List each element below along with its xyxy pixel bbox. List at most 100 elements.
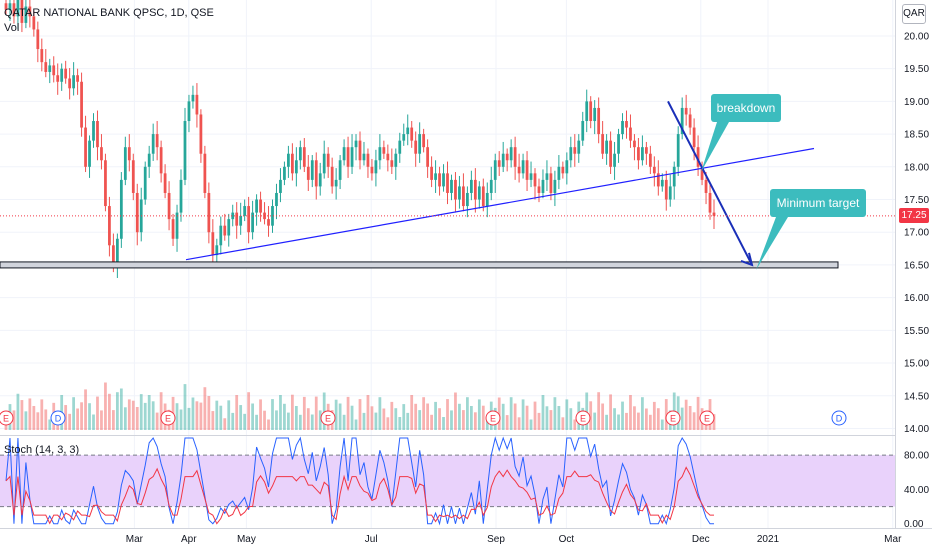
volume-bar-149	[597, 392, 601, 430]
currency-badge[interactable]: QAR	[902, 4, 926, 24]
volume-bar-118	[473, 412, 477, 430]
volume-bar-129	[517, 417, 521, 430]
volume-bar-107	[430, 414, 433, 430]
candle-body-160	[641, 147, 644, 161]
support-level-box	[0, 261, 839, 269]
breakdown-callout-box	[711, 94, 781, 122]
candle-body-55	[223, 225, 227, 236]
candle-body-174	[696, 147, 700, 167]
breakdown-callout-pointer	[701, 122, 729, 172]
candle-body-139	[557, 166, 561, 180]
candle-body-164	[656, 173, 660, 187]
candle-body-37	[151, 134, 155, 154]
volume-bar-74	[298, 414, 302, 430]
volume-bar-170	[680, 407, 684, 430]
volume-bar-72	[290, 394, 294, 430]
volume-bar-56	[227, 400, 231, 430]
candle-body-127	[509, 147, 513, 161]
candle-body-120	[481, 186, 485, 207]
volume-bar-178	[712, 414, 716, 430]
volume-bar-77	[310, 414, 314, 430]
volume-bar-158	[633, 406, 636, 430]
candle-body-114	[458, 186, 461, 200]
candle-body-79	[318, 173, 322, 187]
drawing-lines[interactable]	[0, 100, 895, 269]
price-axis[interactable]: 14.00 14.50 15.00 15.50 16.00 16.50 17.00 17.50…	[904, 31, 929, 434]
volume-bar-64	[259, 399, 262, 430]
volume-bar-148	[593, 412, 597, 430]
candle-body-43	[175, 212, 179, 239]
candle-body-121	[485, 192, 489, 207]
candle-body-154	[617, 134, 620, 154]
volume-bar-112	[450, 410, 453, 430]
symbol-title: QATAR NATIONAL BANK QPSC, 1D, QSE	[4, 7, 214, 19]
candle-body-19	[80, 81, 83, 128]
candle-body-138	[553, 179, 557, 193]
candle-body-83	[334, 179, 338, 187]
candle-body-82	[330, 166, 334, 187]
event-marker-circle-5	[575, 410, 591, 426]
candle-body-0	[4, 3, 8, 10]
candle-body-51	[207, 192, 211, 233]
candle-body-128	[513, 147, 517, 167]
candle-body-106	[426, 147, 430, 167]
candle-body-135	[541, 179, 545, 193]
candle-body-148	[593, 107, 597, 122]
volume-bar-28	[115, 392, 119, 430]
candle-body-90	[362, 153, 366, 161]
volume-label: Vol	[4, 22, 20, 34]
volume-bar-49	[199, 402, 203, 430]
candle-body-64	[259, 199, 262, 213]
candle-body-176	[704, 179, 708, 193]
target-arrow-head	[740, 252, 754, 267]
volume-bar-150	[601, 403, 605, 430]
callouts[interactable]: breakdown Minimum target	[701, 94, 866, 270]
candle-body-97	[390, 160, 394, 167]
volume-bar-125	[501, 403, 505, 430]
candle-body-156	[625, 121, 628, 128]
candle-body-48	[195, 94, 199, 115]
candle-body-115	[462, 186, 465, 207]
candle-body-163	[652, 166, 656, 174]
candle-body-153	[613, 153, 616, 167]
volume-bar-140	[561, 417, 565, 430]
volume-bar-94	[378, 397, 382, 430]
volume-bar-97	[390, 401, 394, 430]
candle-body-29	[119, 179, 123, 239]
candle-body-76	[306, 166, 310, 180]
candle-body-56	[227, 219, 231, 236]
stoch-label: Stoch (14, 3, 3)	[4, 444, 80, 456]
volume-bar-114	[458, 403, 461, 430]
volume-bar-157	[629, 395, 632, 430]
candle-body-173	[692, 127, 696, 148]
candle-body-9	[40, 49, 44, 63]
volume-bar-7	[32, 406, 36, 430]
candle-body-77	[310, 160, 314, 180]
price-tick-7: 17.50	[904, 195, 929, 206]
candle-body-47	[191, 94, 195, 102]
candle-body-53	[215, 245, 219, 256]
volume-bar-69	[279, 395, 282, 430]
volume-bar-24	[100, 410, 103, 430]
time-axis[interactable]: MarAprMayJulSepOctDec2021MarApr	[126, 534, 932, 545]
candle-body-169	[676, 134, 680, 167]
volume-bar-121	[485, 417, 489, 430]
event-marker-circle-8	[831, 410, 847, 426]
volume-bar-47	[191, 397, 195, 430]
candle-body-158	[633, 140, 636, 148]
volume-bar-9	[40, 399, 44, 430]
candle-body-17	[72, 75, 76, 89]
candle-body-165	[660, 179, 664, 187]
candle-body-126	[505, 153, 509, 161]
event-marker-label-0: E	[3, 414, 9, 424]
candle-body-30	[123, 147, 127, 180]
volume-bar-46	[187, 407, 191, 430]
volume-bar-71	[287, 412, 290, 430]
volume-bar-38	[155, 412, 159, 430]
candle-body-14	[60, 68, 64, 82]
event-marker-label-7: E	[704, 414, 710, 424]
candle-body-61	[247, 206, 251, 233]
candle-body-168	[672, 166, 676, 187]
